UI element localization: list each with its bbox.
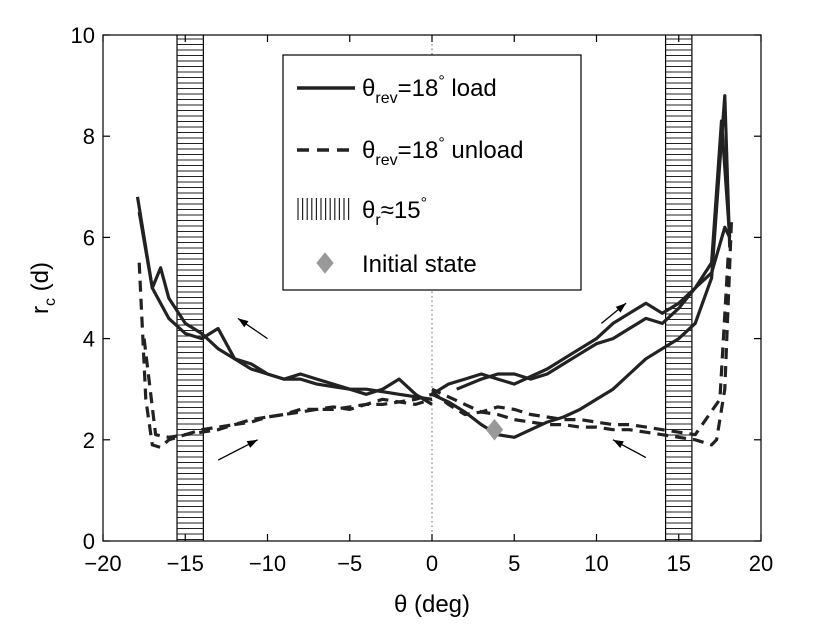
arrow-annotation-1 (237, 317, 268, 340)
y-tick-label: 2 (83, 428, 95, 453)
series-line-1 (431, 94, 732, 439)
arrow-head (612, 439, 624, 449)
x-tick-label: 20 (749, 551, 773, 576)
x-tick-label: 15 (667, 551, 691, 576)
legend-unload-symbol: θ (362, 137, 375, 164)
legend-unload-deg: ° (438, 135, 444, 152)
legend-load-symbol: θ (362, 75, 375, 102)
series-line-6 (431, 222, 733, 447)
arrow-annotation-3 (601, 302, 627, 324)
legend-initial-label: Initial state (362, 251, 477, 278)
series-line-7 (431, 257, 730, 437)
repose-band-2 (664, 35, 693, 541)
repose-band-1 (176, 35, 204, 541)
x-tick-label: 10 (584, 551, 608, 576)
legend: θrev=18° load θrev=18° unload θr≈15° Ini… (282, 54, 582, 291)
repose-bands (176, 35, 693, 541)
series-line-8 (137, 262, 433, 449)
y-axis-label-unit: (d) (27, 262, 54, 298)
legend-repose-label: θr≈15° (362, 195, 427, 229)
legend-repose-symbol: θ (362, 197, 375, 224)
y-tick-label: 6 (83, 225, 95, 250)
x-tick-label: 0 (426, 551, 438, 576)
x-tick-label: −10 (249, 551, 286, 576)
y-axis-label-main: r (27, 306, 54, 314)
legend-load-sub: rev (375, 90, 397, 107)
y-axis-label: rc (d) (27, 262, 59, 314)
legend-unload-label: θrev=18° unload (362, 135, 523, 169)
series-line-9 (142, 338, 433, 439)
y-tick-label: 8 (83, 124, 95, 149)
initial-state-marker (485, 418, 504, 441)
series-layer (135, 94, 733, 449)
legend-unload-text: =18 (398, 137, 439, 164)
legend-initial-diamond-icon (316, 252, 334, 274)
arrow-annotation-2 (217, 439, 258, 461)
legend-load-label: θrev=18° load (362, 73, 497, 107)
arrow-head (246, 439, 258, 448)
legend-unload-suffix: unload (445, 137, 524, 164)
y-axis-label-sub: c (42, 298, 59, 306)
arrow-layer (217, 302, 647, 461)
series-line-5 (137, 211, 433, 401)
y-tick-label: 4 (83, 327, 95, 352)
y-tick-label: 0 (83, 529, 95, 554)
legend-repose-deg: ° (421, 195, 427, 212)
legend-load-suffix: load (445, 75, 497, 102)
plot-area (135, 35, 733, 541)
x-tick-label: −20 (84, 551, 121, 576)
marker-layer (485, 418, 504, 441)
legend-load-text: =18 (398, 75, 439, 102)
x-tick-label: 5 (508, 551, 520, 576)
legend-load-deg: ° (438, 73, 444, 90)
arrow-head (237, 318, 249, 328)
legend-repose-swatch (297, 198, 350, 220)
legend-box (282, 54, 582, 291)
arrow-head (615, 303, 627, 313)
legend-repose-text: ≈15 (381, 197, 421, 224)
series-line-3 (456, 225, 732, 391)
legend-repose-sub: r (375, 212, 381, 229)
tick-labels: −20 −15 −10 −5 0 5 10 15 20 0 2 4 6 8 10 (71, 23, 774, 576)
legend-unload-sub: rev (375, 152, 397, 169)
x-tick-label: −5 (337, 551, 362, 576)
x-tick-label: −15 (167, 551, 204, 576)
x-axis-label: θ (deg) (394, 591, 470, 618)
ticks (102, 34, 762, 542)
arrow-annotation-4 (612, 439, 647, 459)
y-tick-label: 10 (71, 23, 95, 48)
